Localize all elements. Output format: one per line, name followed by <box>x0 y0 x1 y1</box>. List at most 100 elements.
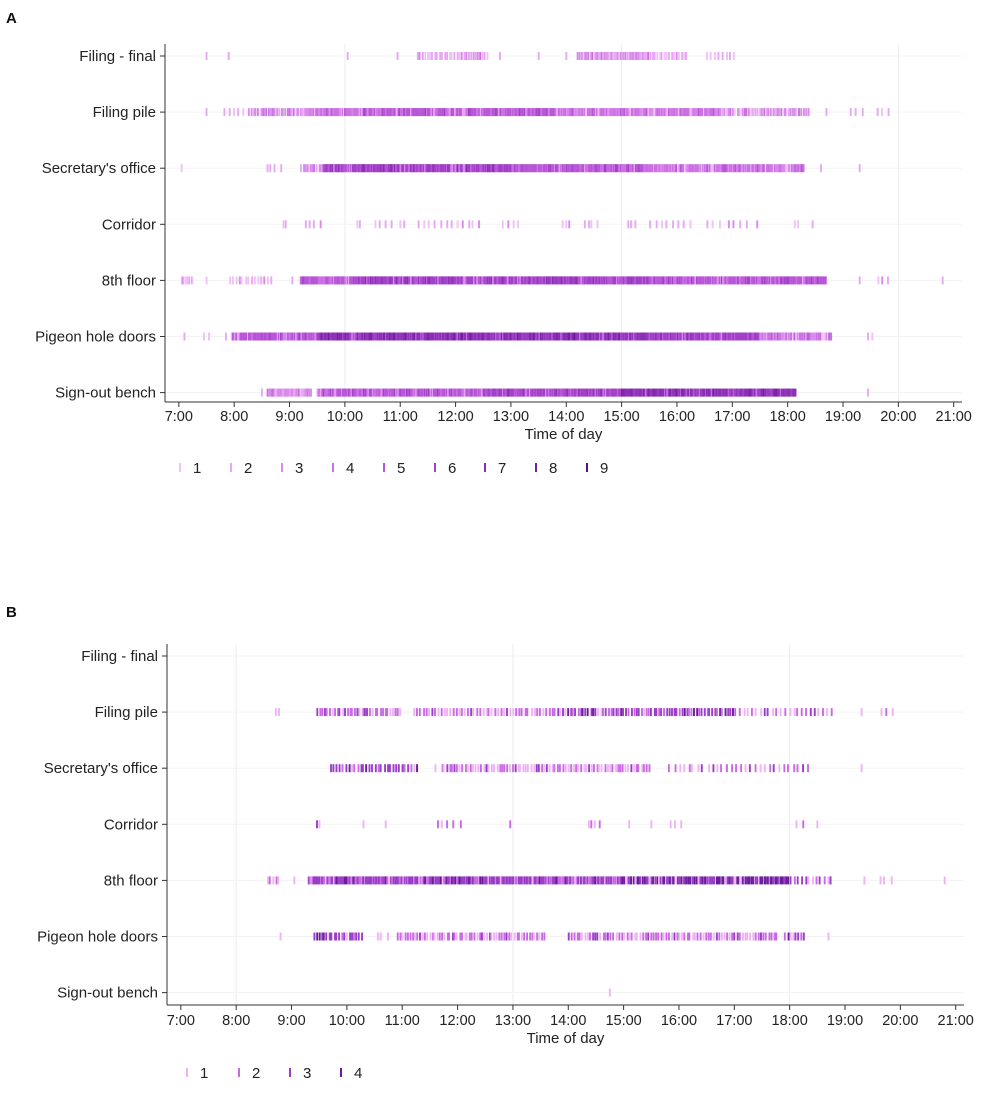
panel-b-event-mark <box>573 932 576 941</box>
panel-a-event-mark <box>775 388 778 397</box>
panel-a-event-mark <box>748 164 751 173</box>
panel-b-event-mark <box>414 876 417 885</box>
panel-a-event-mark <box>578 332 581 341</box>
panel-a-event-mark <box>631 388 634 397</box>
panel-b-event-mark <box>431 708 434 717</box>
panel-a-event-mark <box>610 164 613 173</box>
panel-a-x-tick-label: 10:00 <box>327 409 363 425</box>
panel-a-event-mark <box>707 276 710 285</box>
panel-a-x-tick-label: 20:00 <box>880 409 916 425</box>
panel-a-event-mark <box>531 164 533 173</box>
panel-b-event-mark <box>700 708 703 717</box>
panel-a-event-mark <box>559 276 562 285</box>
panel-a-event-mark <box>675 276 678 285</box>
panel-a-event-mark <box>645 388 648 397</box>
panel-a-event-mark <box>406 276 409 285</box>
panel-a-event-mark <box>809 276 812 285</box>
panel-a-event-mark <box>696 388 699 397</box>
panel-a-event-mark <box>618 164 621 173</box>
panel-a-event-mark <box>605 108 608 117</box>
panel-b-event-mark <box>731 876 734 885</box>
panel-b-event-mark <box>363 708 366 717</box>
panel-a-event-mark <box>307 388 310 397</box>
panel-a-event-mark <box>528 332 531 341</box>
panel-b-event-mark <box>570 932 573 941</box>
panel-b-event-mark <box>787 764 789 773</box>
panel-a-event-mark <box>582 108 585 117</box>
panel-a-event-mark <box>418 276 421 285</box>
panel-b-event-mark <box>772 764 775 773</box>
panel-a-event-mark <box>322 276 324 285</box>
panel-a-event-mark <box>604 332 607 341</box>
panel-a-event-mark <box>463 52 466 60</box>
panel-a-event-mark <box>359 276 361 285</box>
panel-a-event-mark <box>881 108 883 117</box>
panel-a-event-mark <box>677 164 680 173</box>
panel-a-event-mark <box>263 276 266 285</box>
panel-b-event-mark <box>330 876 333 885</box>
panel-b-event-mark <box>592 932 595 941</box>
panel-a-event-mark <box>426 108 429 117</box>
panel-b-event-mark <box>464 764 467 773</box>
panel-a-event-mark <box>389 332 391 341</box>
panel-a-event-mark <box>728 52 731 60</box>
panel-a-event-mark <box>433 164 436 173</box>
panel-a-event-mark <box>609 164 612 173</box>
panel-a-event-mark <box>520 164 523 173</box>
panel-a-event-mark <box>312 276 315 285</box>
panel-b-event-mark <box>736 932 739 941</box>
panel-a-event-mark <box>563 164 566 173</box>
panel-a-event-mark <box>586 164 589 173</box>
panel-a-event-mark <box>422 164 425 173</box>
panel-a-event-mark <box>667 52 670 60</box>
panel-a-event-mark <box>673 276 675 285</box>
panel-a-x-tick-label: 12:00 <box>437 409 473 425</box>
panel-b-event-mark <box>693 876 696 885</box>
panel-b-event-mark <box>512 764 515 773</box>
panel-a-event-mark <box>474 332 476 341</box>
panel-b-event-mark <box>696 932 699 941</box>
panel-b-event-mark <box>391 876 394 885</box>
panel-b-event-mark <box>279 932 282 941</box>
panel-a-event-mark <box>336 388 339 397</box>
panel-a-event-mark <box>411 332 414 341</box>
panel-a-event-mark <box>471 108 474 117</box>
panel-a-event-mark <box>779 388 782 397</box>
panel-a-event-mark <box>328 164 331 173</box>
panel-a-event-mark <box>317 388 320 397</box>
panel-a-event-mark <box>493 332 496 341</box>
panel-b-event-mark <box>335 932 338 941</box>
panel-a-event-mark <box>605 388 607 397</box>
panel-a-event-mark <box>547 332 550 341</box>
panel-b-event-mark <box>672 876 675 885</box>
panel-b-event-mark <box>722 876 725 885</box>
panel-a-event-mark <box>403 332 406 341</box>
panel-a-event-mark <box>629 388 632 397</box>
panel-a-event-mark <box>356 220 359 229</box>
panel-a-event-mark <box>416 52 419 60</box>
panel-b-event-mark <box>538 932 541 941</box>
panel-a-event-mark <box>292 388 295 397</box>
panel-a-event-mark <box>704 276 707 285</box>
panel-b-event-mark <box>398 876 401 885</box>
panel-a-event-mark <box>248 332 250 341</box>
panel-a-event-mark <box>793 220 796 229</box>
panel-b-event-mark <box>572 876 575 885</box>
panel-a-event-mark <box>411 108 414 117</box>
panel-a-event-mark <box>675 52 678 60</box>
panel-a-event-mark <box>640 276 643 285</box>
panel-b-event-mark <box>553 876 556 885</box>
panel-a-event-mark <box>553 108 556 117</box>
panel-b-event-mark <box>823 876 826 885</box>
panel-a-event-mark <box>677 332 680 341</box>
panel-a-event-mark <box>445 388 448 397</box>
panel-b-event-mark <box>463 708 466 717</box>
panel-a-event-mark <box>461 164 464 173</box>
panel-a-event-mark <box>587 388 590 397</box>
panel-a-event-mark <box>458 332 461 341</box>
panel-a-event-mark <box>378 108 381 117</box>
panel-a-event-mark <box>775 164 778 173</box>
panel-b-event-mark <box>426 932 429 941</box>
panel-a-event-mark <box>313 108 316 117</box>
panel-a-event-mark <box>651 332 654 341</box>
